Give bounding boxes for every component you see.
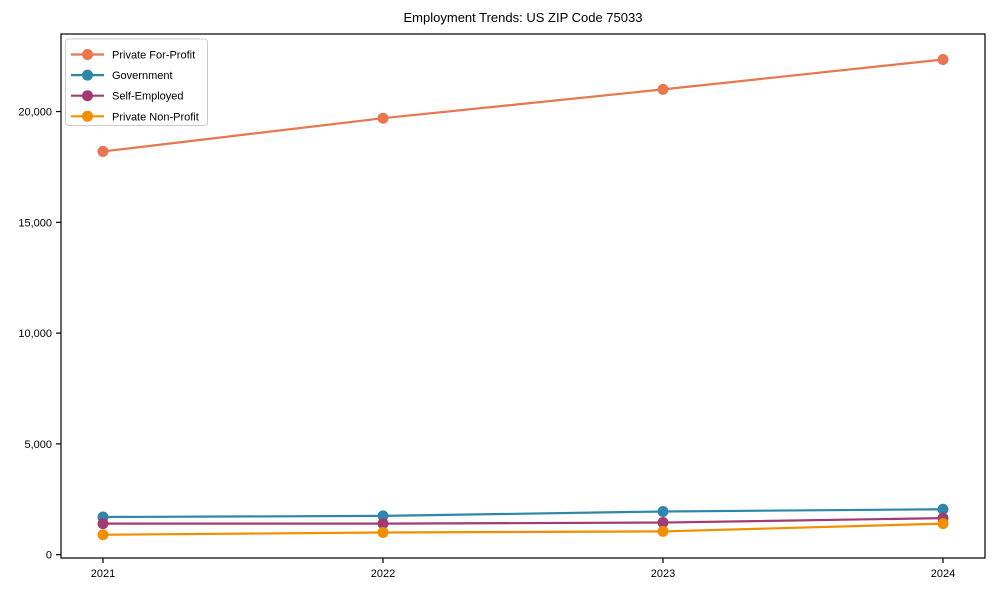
legend-label: Private For-Profit [112, 50, 195, 62]
legend-marker [82, 110, 93, 122]
data-point [377, 510, 389, 522]
axes: 0 5,000 10,000 15,000 20,000 2021 2022 2023 2024 [18, 107, 955, 580]
data-point [97, 145, 109, 157]
chart-title: Employment Trends: US ZIP Code 75033 [404, 10, 643, 25]
y-tick-label: 5,000 [24, 439, 52, 451]
x-tick-label: 2021 [91, 568, 115, 580]
series-line [103, 517, 944, 525]
y-tick-label: 10,000 [18, 328, 52, 340]
legend-box [65, 38, 208, 126]
x-tick-label: 2023 [651, 568, 675, 580]
data-point [97, 518, 109, 530]
data-point [377, 527, 389, 539]
series-layer [97, 53, 949, 541]
x-tick-label: 2022 [371, 568, 395, 580]
legend-item: Government [71, 69, 173, 82]
y-tick-label: 20,000 [18, 107, 52, 119]
legend: Private For-Profit Government Self-Employe… [65, 38, 208, 126]
series-line [102, 58, 944, 153]
data-point [657, 525, 669, 537]
data-point [937, 518, 949, 530]
legend-marker [82, 49, 93, 60]
y-tick-label: 15,000 [18, 217, 52, 229]
series-line [102, 522, 944, 536]
legend-marker [82, 90, 93, 102]
legend-label: Government [112, 70, 173, 82]
legend-item: Self-Employed [71, 90, 184, 103]
data-point [377, 518, 389, 530]
legend-marker [82, 69, 93, 81]
y-tick-label: 0 [46, 550, 52, 562]
legend-label: Self-Employed [112, 91, 184, 103]
series-line [102, 508, 944, 519]
x-tick-label: 2024 [931, 568, 955, 580]
data-point [657, 517, 669, 529]
legend-item: Private Non-Profit [71, 110, 199, 123]
data-point [657, 505, 669, 517]
plot-frame [60, 33, 986, 559]
legend-item: Private For-Profit [71, 49, 195, 62]
data-point [377, 112, 389, 124]
data-point [937, 503, 949, 515]
data-point [657, 83, 669, 95]
data-point [937, 53, 949, 65]
legend-label: Private Non-Profit [112, 111, 199, 123]
plot-border [60, 33, 986, 559]
data-point [97, 529, 109, 541]
